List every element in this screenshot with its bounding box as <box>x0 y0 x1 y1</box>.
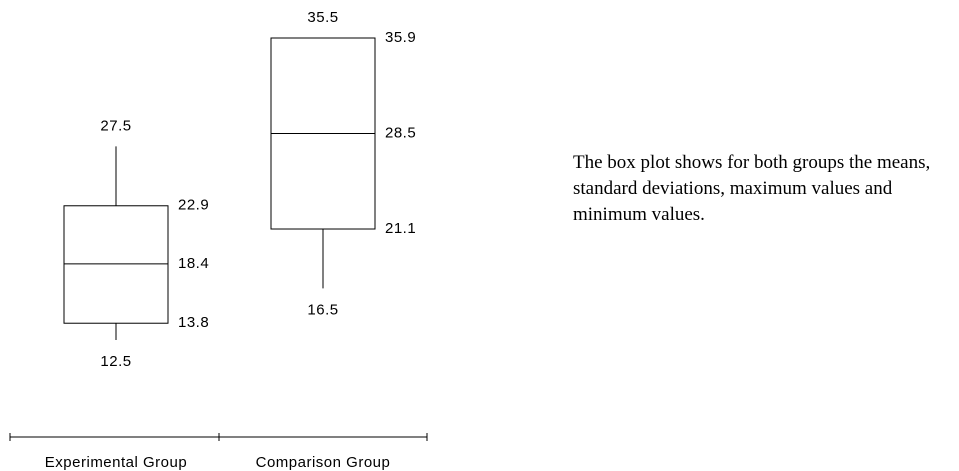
mean-label: 28.5 <box>385 124 416 141</box>
max-label: 35.5 <box>307 9 338 26</box>
upper-label: 35.9 <box>385 29 416 46</box>
max-label: 27.5 <box>100 117 131 134</box>
min-label: 16.5 <box>307 301 338 318</box>
x-tick-label: Comparison Group <box>256 454 391 471</box>
mean-label: 18.4 <box>178 255 209 272</box>
upper-label: 22.9 <box>178 197 209 214</box>
lower-label: 21.1 <box>385 220 416 237</box>
x-tick-label: Experimental Group <box>45 454 187 471</box>
min-label: 12.5 <box>100 353 131 370</box>
box <box>63 205 169 324</box>
lower-label: 13.8 <box>178 314 209 331</box>
description: The box plot shows for both groups the m… <box>573 152 931 225</box>
